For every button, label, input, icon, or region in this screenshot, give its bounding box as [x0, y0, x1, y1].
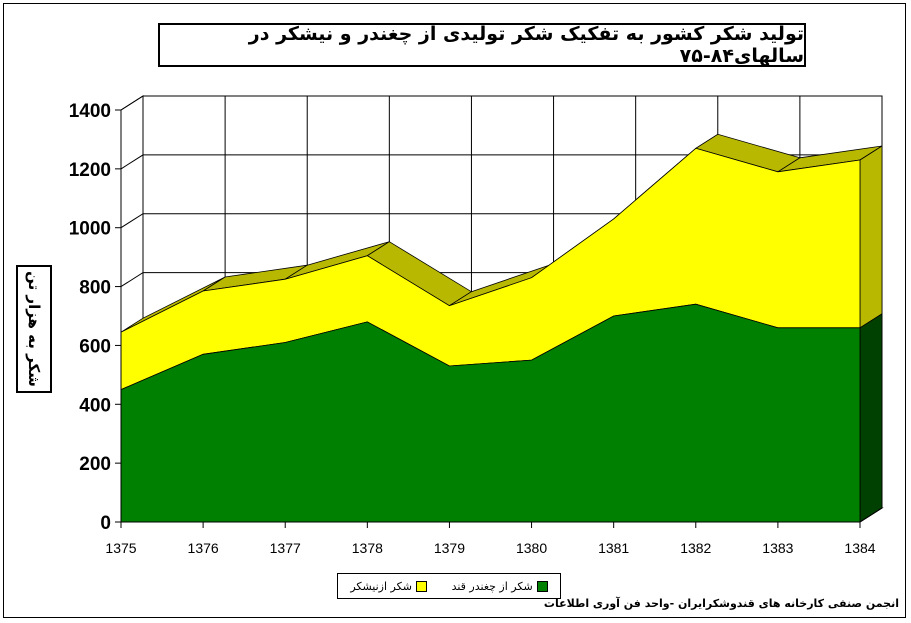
legend-swatch-beet — [536, 580, 548, 592]
legend-item-beet: شکر از چغندر قند — [452, 580, 548, 593]
x-tick-label: 1376 — [188, 540, 219, 556]
floor-edge — [859, 507, 883, 523]
x-tick-label: 1380 — [516, 540, 547, 556]
chart-frame — [3, 3, 906, 618]
x-tick-label: 1382 — [680, 540, 711, 556]
y-tick-label: 800 — [79, 278, 111, 299]
x-tick-label: 1384 — [844, 540, 875, 556]
y-tick-label: 1400 — [69, 101, 111, 122]
chart-title: تولید شکر کشور به تفکیک شکر تولیدی از چغ… — [248, 23, 804, 67]
x-tick-label: 1377 — [270, 540, 301, 556]
source-note: انجمن صنفی کارخانه های قندوشکرایران -واح… — [543, 597, 899, 610]
area-side-face-beet — [859, 313, 883, 523]
y-axis-label: شکر به هزار تن — [25, 271, 43, 387]
area-side-face-cane — [859, 145, 883, 329]
chart-legend: شکر از چغندر قند شکر ازنیشکر — [337, 573, 561, 599]
y-axis-label-box: شکر به هزار تن — [16, 265, 52, 393]
x-tick-label: 1378 — [352, 540, 383, 556]
y-tick-label: 1000 — [69, 219, 111, 240]
x-tick-label: 1375 — [105, 540, 136, 556]
y-tick-label: 400 — [79, 395, 111, 416]
x-tick-label: 1379 — [434, 540, 465, 556]
x-tick-label: 1383 — [762, 540, 793, 556]
chart-title-box: تولید شکر کشور به تفکیک شکر تولیدی از چغ… — [158, 23, 806, 67]
y-tick-label: 0 — [100, 513, 111, 534]
x-tick-label: 1381 — [598, 540, 629, 556]
y-tick-label: 1200 — [69, 160, 111, 181]
legend-label-beet: شکر از چغندر قند — [451, 579, 533, 593]
y-tick-label: 600 — [79, 336, 111, 357]
legend-item-cane: شکر ازنیشکر — [350, 580, 427, 593]
y-tick-label: 200 — [79, 454, 111, 475]
legend-label-cane: شکر ازنیشکر — [350, 579, 412, 593]
legend-swatch-cane — [415, 580, 427, 592]
